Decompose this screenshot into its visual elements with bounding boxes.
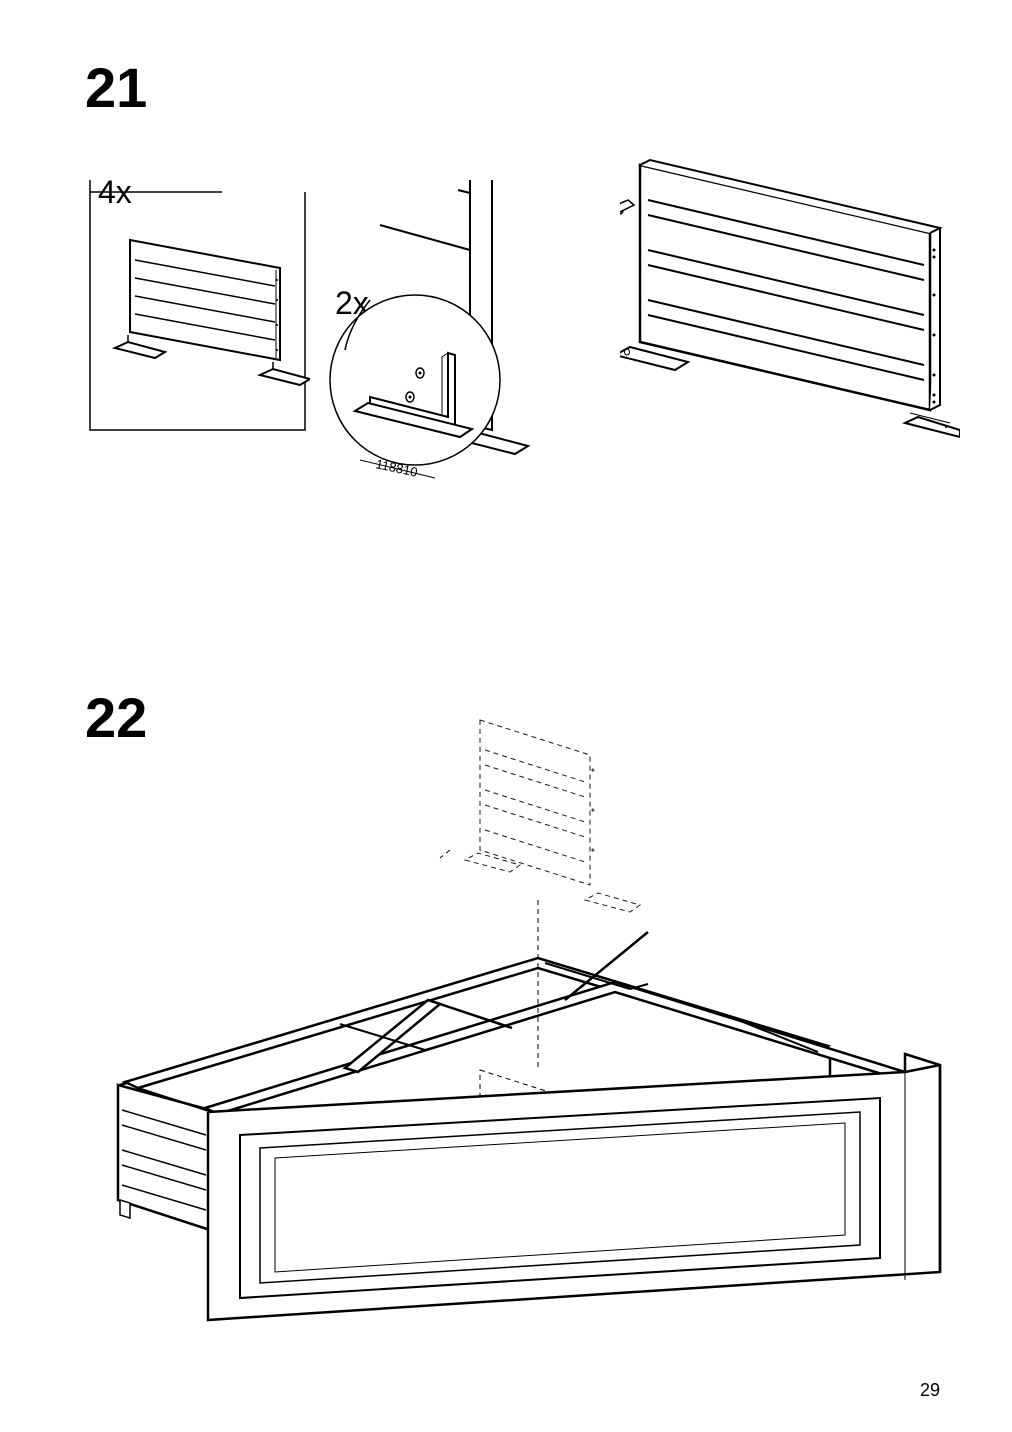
bracket-detail-diagram: 118810 (320, 180, 600, 500)
drawer-assembly-diagram (90, 710, 960, 1350)
page-number: 29 (920, 1380, 940, 1401)
large-panel-diagram (620, 155, 960, 475)
step-21-number: 21 (85, 55, 147, 120)
reference-panel-diagram (80, 180, 310, 440)
